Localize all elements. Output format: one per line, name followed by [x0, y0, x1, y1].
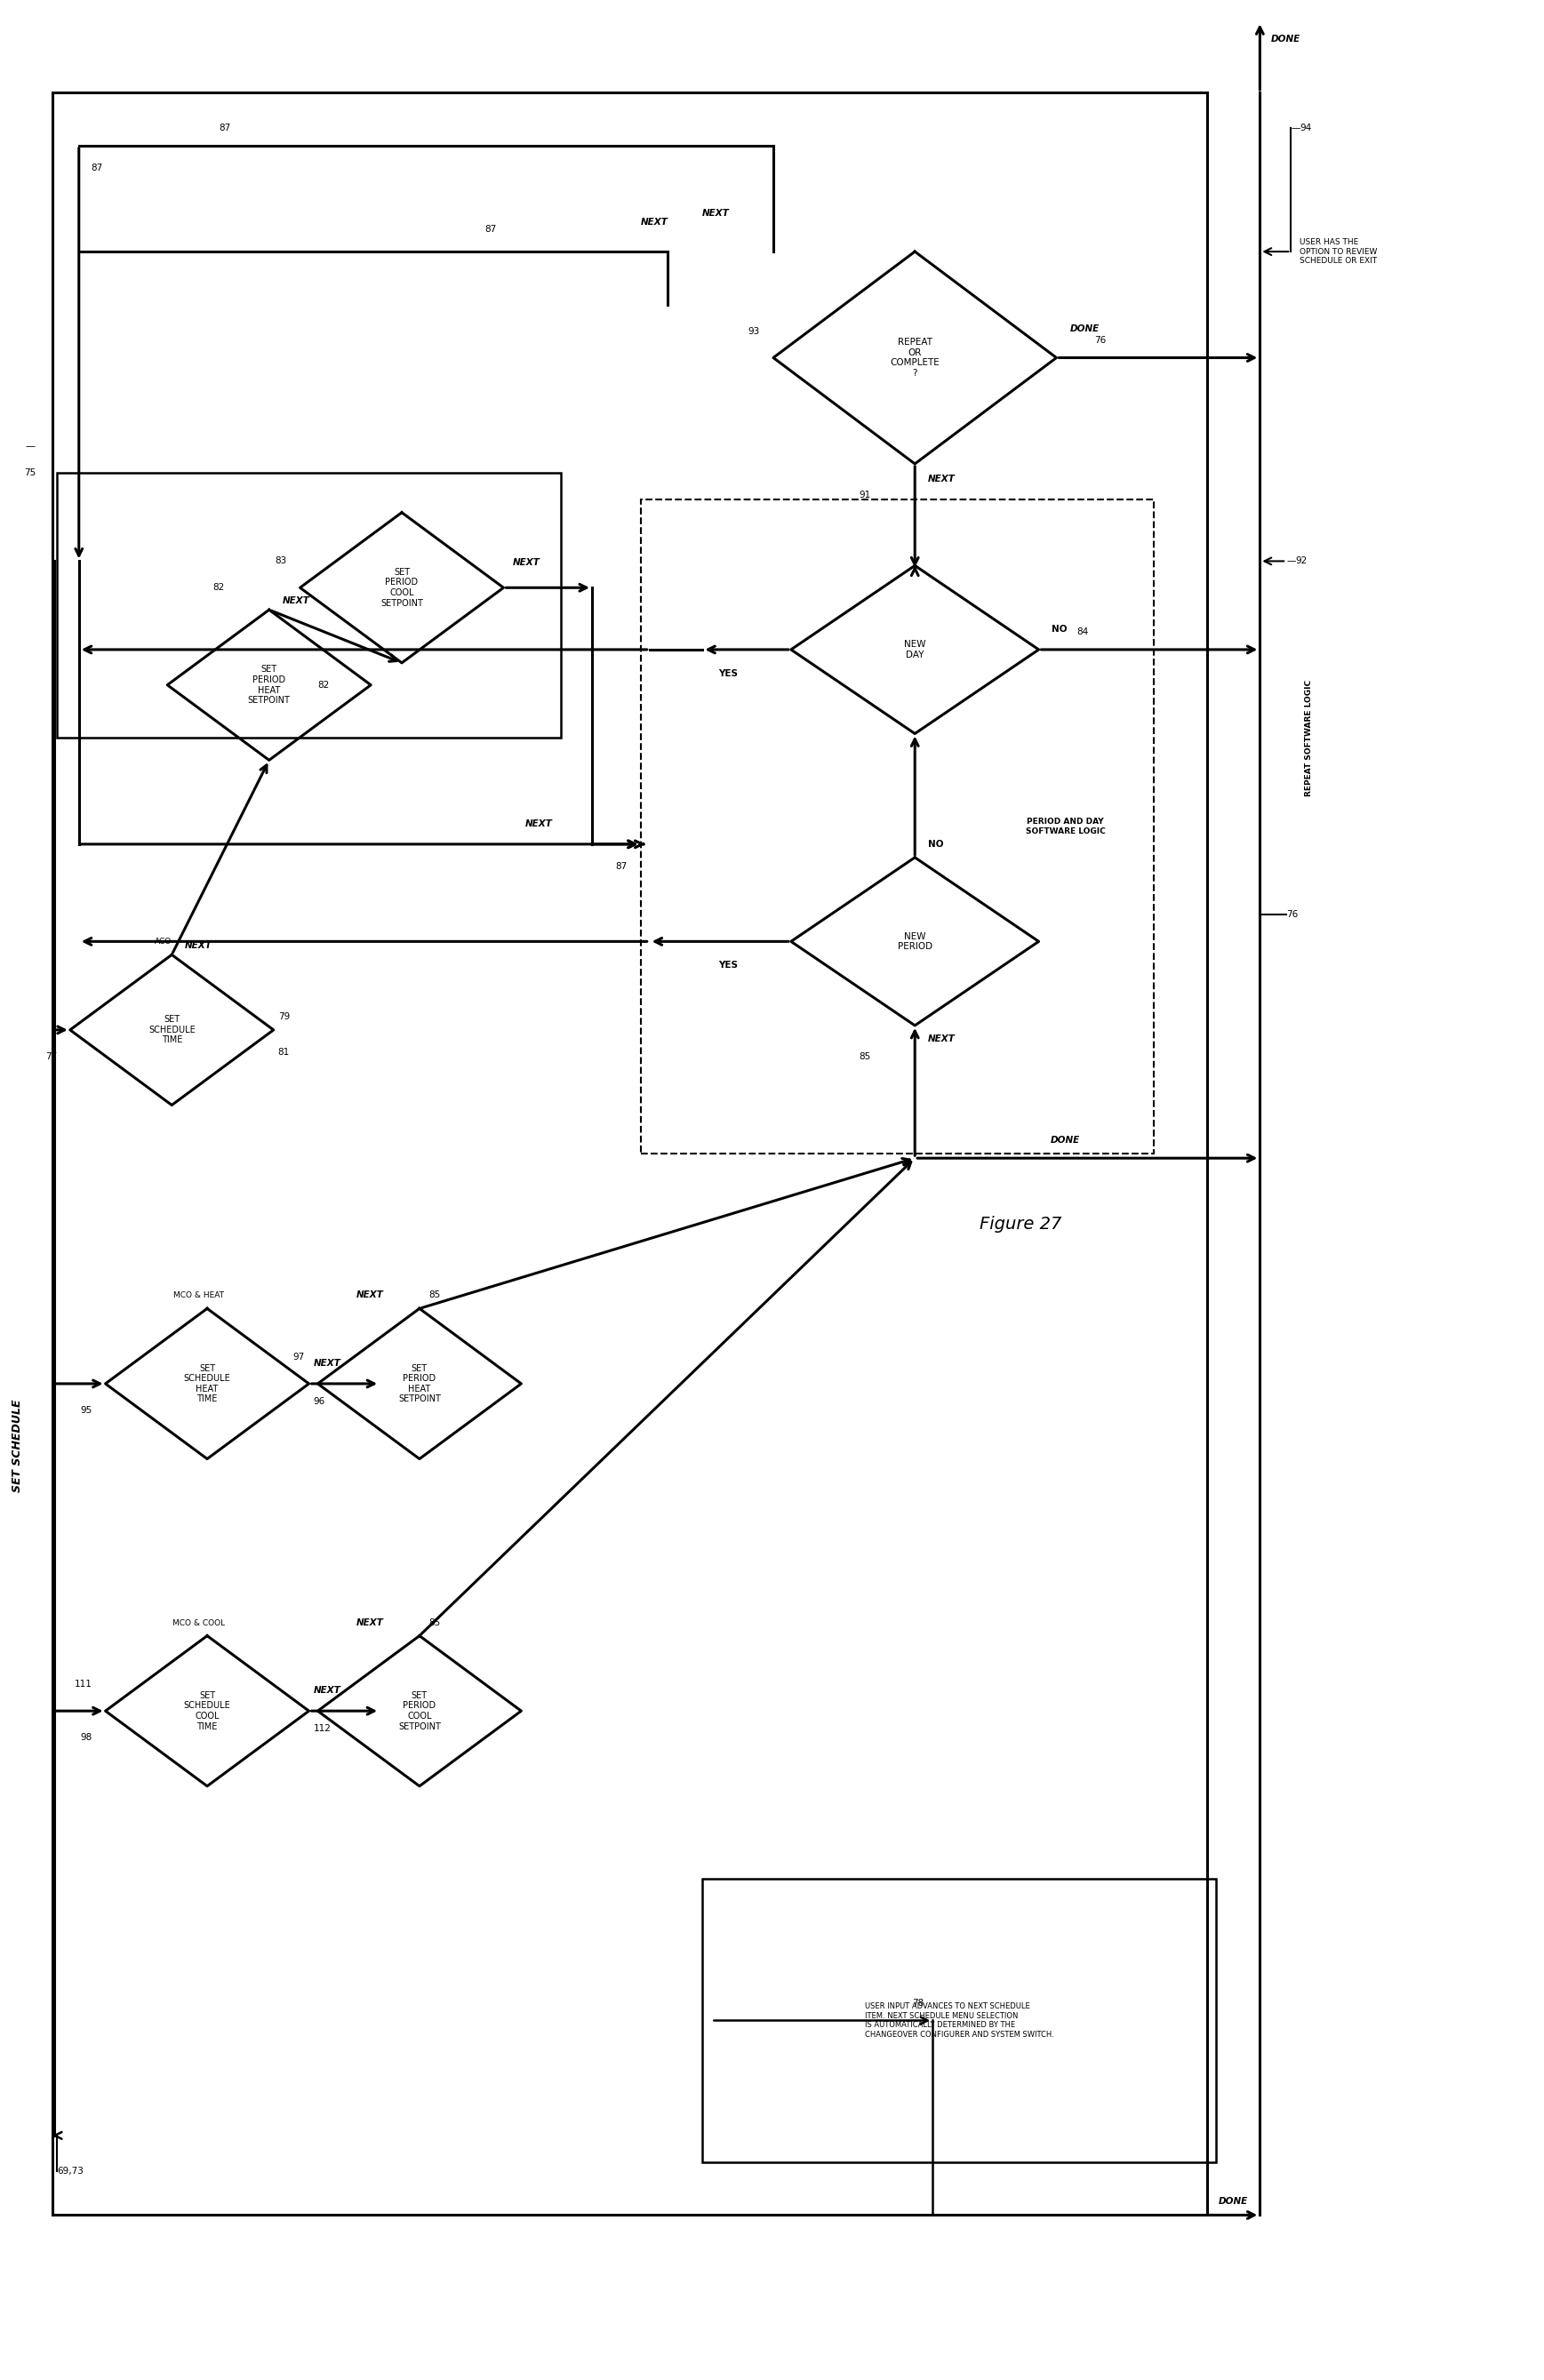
Text: NEXT: NEXT	[928, 1035, 956, 1042]
Text: NEXT: NEXT	[283, 597, 310, 605]
Text: REPEAT SOFTWARE LOGIC: REPEAT SOFTWARE LOGIC	[1305, 681, 1312, 797]
Text: —: —	[25, 443, 36, 450]
Text: YES: YES	[718, 669, 738, 678]
Text: 87: 87	[616, 862, 627, 871]
Text: Figure 27: Figure 27	[980, 1216, 1062, 1233]
Text: ACO: ACO	[154, 938, 171, 945]
Text: REPEAT
OR
COMPLETE
?: REPEAT OR COMPLETE ?	[889, 338, 940, 378]
Text: 96: 96	[313, 1397, 326, 1407]
Text: 85: 85	[858, 1052, 871, 1061]
Text: NEXT: NEXT	[313, 1359, 341, 1368]
Text: 76: 76	[1095, 336, 1107, 345]
Text: NEXT: NEXT	[513, 559, 540, 566]
Text: NEW
DAY: NEW DAY	[903, 640, 926, 659]
Text: 87: 87	[219, 124, 230, 133]
Text: NEXT: NEXT	[357, 1618, 384, 1628]
Text: 82: 82	[213, 583, 225, 593]
Text: 76: 76	[1286, 912, 1299, 919]
Text: 98: 98	[80, 1733, 93, 1742]
Text: SET
SCHEDULE
HEAT
TIME: SET SCHEDULE HEAT TIME	[184, 1364, 230, 1404]
Text: 85: 85	[428, 1290, 440, 1299]
Text: DONE: DONE	[1271, 36, 1300, 43]
Text: YES: YES	[718, 962, 738, 969]
Text: DONE: DONE	[1218, 2197, 1248, 2206]
Text: SET
PERIOD
HEAT
SETPOINT: SET PERIOD HEAT SETPOINT	[249, 664, 290, 704]
Text: 91: 91	[858, 490, 871, 500]
Text: 112: 112	[313, 1723, 330, 1733]
Text: 93: 93	[749, 326, 760, 336]
Text: 87: 87	[91, 164, 102, 171]
Text: 84: 84	[1078, 628, 1089, 635]
Text: PERIOD AND DAY
SOFTWARE LOGIC: PERIOD AND DAY SOFTWARE LOGIC	[1025, 819, 1106, 835]
Text: 69,73: 69,73	[57, 2166, 83, 2175]
Text: SET
PERIOD
COOL
SETPOINT: SET PERIOD COOL SETPOINT	[398, 1692, 440, 1730]
Text: NEXT: NEXT	[641, 219, 669, 226]
Text: NO: NO	[1051, 626, 1067, 633]
Text: 75: 75	[25, 469, 36, 476]
Text: SET
PERIOD
COOL
SETPOINT: SET PERIOD COOL SETPOINT	[380, 569, 423, 607]
Text: USER INPUT ADVANCES TO NEXT SCHEDULE
ITEM. NEXT SCHEDULE MENU SELECTION
IS AUTOM: USER INPUT ADVANCES TO NEXT SCHEDULE ITE…	[865, 2002, 1053, 2037]
Text: 95: 95	[80, 1407, 93, 1414]
Text: DONE: DONE	[1050, 1135, 1081, 1145]
Text: 79: 79	[278, 1011, 290, 1021]
Text: 77: 77	[45, 1052, 57, 1061]
Text: SET
PERIOD
HEAT
SETPOINT: SET PERIOD HEAT SETPOINT	[398, 1364, 440, 1404]
Text: 81: 81	[278, 1047, 290, 1057]
Text: SET SCHEDULE: SET SCHEDULE	[11, 1399, 23, 1492]
Text: SET
SCHEDULE
TIME: SET SCHEDULE TIME	[148, 1016, 195, 1045]
Text: 83: 83	[275, 557, 287, 566]
Text: NEXT: NEXT	[701, 209, 729, 219]
Text: 78: 78	[913, 1999, 923, 2006]
Text: NEXT: NEXT	[525, 819, 553, 828]
Text: MCO & HEAT: MCO & HEAT	[173, 1292, 224, 1299]
Text: 94: 94	[1300, 124, 1311, 133]
Text: NEXT: NEXT	[357, 1290, 384, 1299]
Text: 85: 85	[428, 1618, 440, 1628]
Text: NEW
PERIOD: NEW PERIOD	[897, 933, 933, 952]
Text: 97: 97	[293, 1352, 304, 1361]
Text: DONE: DONE	[1070, 324, 1099, 333]
Text: 111: 111	[74, 1680, 93, 1690]
Text: 87: 87	[485, 226, 496, 233]
Text: SET
SCHEDULE
COOL
TIME: SET SCHEDULE COOL TIME	[184, 1692, 230, 1730]
Text: 92: 92	[1295, 557, 1308, 566]
Text: 82: 82	[318, 681, 329, 690]
Text: NEXT: NEXT	[185, 942, 213, 950]
Text: —: —	[1286, 557, 1295, 566]
Text: NO: NO	[928, 840, 943, 850]
Text: —: —	[1291, 124, 1300, 133]
Text: NEXT: NEXT	[313, 1685, 341, 1695]
Text: NEXT: NEXT	[928, 474, 956, 483]
Text: USER HAS THE
OPTION TO REVIEW
SCHEDULE OR EXIT: USER HAS THE OPTION TO REVIEW SCHEDULE O…	[1300, 238, 1377, 264]
Text: MCO & COOL: MCO & COOL	[171, 1618, 224, 1628]
